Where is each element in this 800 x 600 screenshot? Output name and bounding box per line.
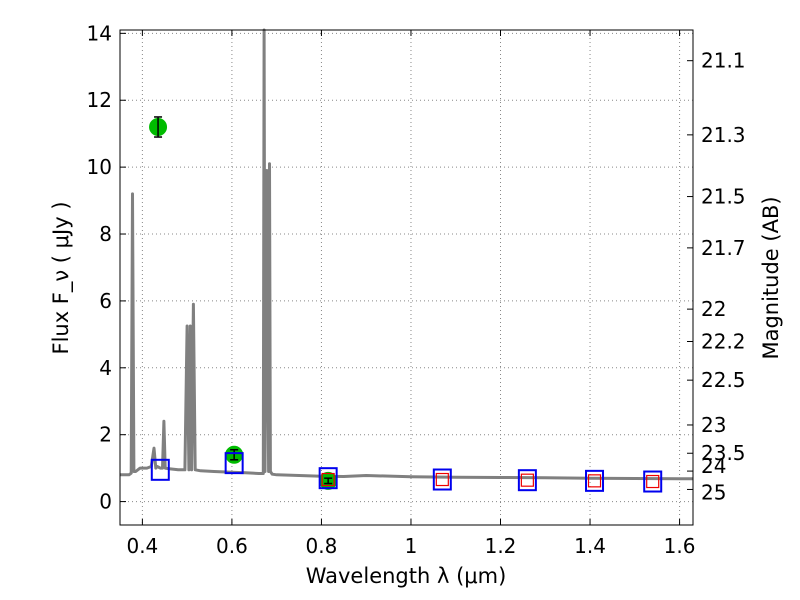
model-blue-square	[224, 452, 244, 475]
mag-tick-label: 22.2	[701, 330, 746, 354]
model-red-square	[520, 473, 534, 487]
spectrum-line	[120, 28, 693, 481]
grid-layer	[120, 30, 693, 525]
mag-tick-label: 24	[701, 454, 726, 478]
y-tick-label: 2	[99, 423, 112, 447]
x-tick-label: 0.6	[216, 534, 248, 558]
x-tick-label: 0.8	[306, 534, 338, 558]
plot-layer	[120, 28, 693, 493]
model-blue-square	[150, 458, 170, 481]
mag-tick-label: 23	[701, 413, 726, 437]
model-red-square	[587, 474, 602, 488]
model-red-square	[321, 472, 335, 487]
plot-frame	[119, 29, 694, 526]
y-tick-label: 12	[87, 88, 112, 112]
model-red-square	[435, 472, 449, 487]
x-tick-label: 1.4	[574, 534, 606, 558]
mag-tick-label: 25	[701, 480, 726, 504]
y-axis-title: Flux F_ν ( μJy )	[49, 201, 74, 354]
mag-tick-label: 21.5	[701, 185, 746, 209]
y-tick-label: 6	[99, 289, 112, 313]
model-blue-square	[517, 469, 537, 492]
mag-tick-label: 22	[701, 297, 726, 321]
mag-tick-label: 21.7	[701, 236, 746, 260]
model-blue-square	[432, 468, 452, 491]
model-blue-square	[643, 470, 663, 493]
x-tick-label: 1.6	[664, 534, 696, 558]
y-tick-label: 4	[99, 356, 112, 380]
mag-tick-label: 21.1	[701, 49, 746, 73]
x-tick-label: 1	[405, 534, 418, 558]
model-blue-square	[585, 469, 605, 492]
model-blue-square	[318, 467, 338, 490]
x-tick-label: 0.4	[126, 534, 158, 558]
mag-tick-label: 23.5	[701, 441, 746, 465]
mag-tick-label: 22.5	[701, 368, 746, 392]
x-axis-title: Wavelength λ (μm)	[306, 564, 507, 588]
tick-layer: 0.4 0.6 0.8 1 1.2 1.4 1.60246810121421.121.321…	[87, 21, 746, 558]
model-red-square	[646, 474, 660, 489]
y-tick-label: 14	[87, 21, 112, 45]
y-tick-label: 10	[87, 155, 112, 179]
right-axis-title: Magnitude (AB)	[759, 196, 783, 359]
y-tick-label: 8	[99, 222, 112, 246]
mag-tick-label: 21.3	[701, 123, 746, 147]
x-tick-label: 1.2	[485, 534, 517, 558]
y-tick-label: 0	[99, 490, 112, 514]
